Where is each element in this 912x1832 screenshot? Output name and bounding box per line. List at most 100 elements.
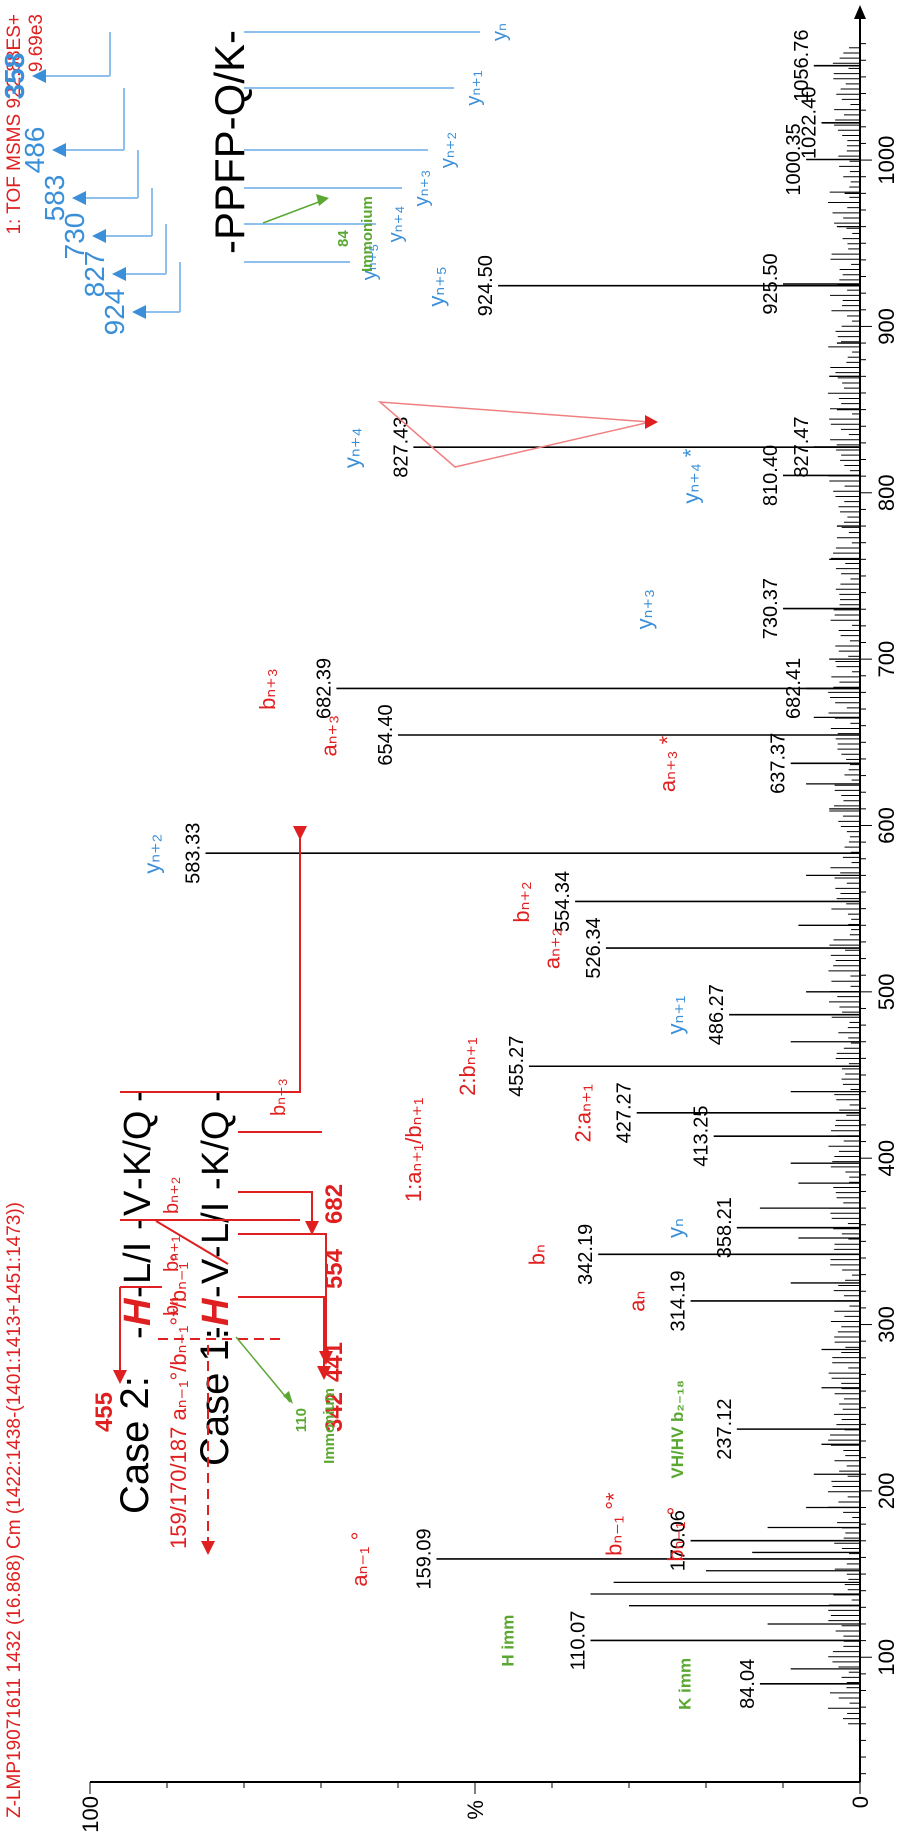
y-panel-immonium-value: 84 — [335, 230, 352, 247]
ion-annotation-label: yₙ — [663, 1218, 688, 1238]
ion-annotation-label: K imm — [676, 1658, 695, 1710]
arrow-441 — [319, 1351, 333, 1365]
case1-immonium-label: Immonium — [321, 1388, 338, 1464]
case1-immonium-arrowhead — [283, 1391, 293, 1404]
ion-annotations: K imm H imm aₙ₋₁ ° bₙ₋₁ °* bₙ₋₁ ° VH/HV b₂₋₁₈… — [139, 266, 703, 1709]
case2-bn1-label: bₙ₊₁ — [161, 1235, 183, 1272]
peak-labels: 84.04 110.07 159.09 170.06 237.12 314.19 342.1… — [183, 30, 821, 1709]
case1-immonium-arrow — [235, 1336, 291, 1403]
peak-mz-label: 654.40 — [375, 704, 397, 765]
peak-mz-label: 682.39 — [313, 658, 335, 719]
ion-annotation-label: aₙ — [624, 1291, 649, 1312]
seq2-dash-0: - — [117, 1326, 159, 1339]
x-tick-label: 600 — [874, 807, 899, 844]
ion-annotation-label: bₙ₊₂ — [509, 881, 534, 922]
seq1-res-1: V — [195, 1258, 237, 1284]
peak-mz-label: 682.41 — [783, 658, 805, 719]
scan-header: 1: TOF MSMS 922.88ES+ — [4, 14, 25, 235]
an1-bn1-triangle — [377, 401, 651, 468]
peak-mz-label: 583.33 — [183, 823, 205, 884]
case1-554-line — [238, 1191, 313, 1227]
peak-mz-label: 827.43 — [390, 417, 412, 478]
seq2-res-0: H — [117, 1297, 159, 1326]
seq2-res-3: K/Q — [117, 1111, 159, 1176]
ion-annotation-label: bₙ₊₃ — [255, 668, 280, 710]
ion-annotation-label: 2:aₙ₊₁ — [571, 1084, 596, 1142]
y-ion-value: 924 — [99, 289, 130, 336]
case2-bn3-label: bₙ₊₃ — [268, 1078, 290, 1116]
y-ion-label: yₙ₊₃ — [411, 170, 433, 207]
y-panel-immonium-arrow — [262, 199, 325, 224]
x-tick-label: 700 — [874, 641, 899, 678]
case1-immonium-value: 110 — [293, 1408, 310, 1432]
ion-annotation-label: H imm — [499, 1615, 518, 1667]
x-tick-label: 900 — [874, 308, 899, 345]
seq1-dash-1: - — [195, 1285, 237, 1298]
peak-mz-label: 1022.40 — [799, 87, 821, 159]
peak-mz-label: 159.09 — [414, 1528, 436, 1589]
ion-annotation-label: yₙ₊₄ * — [678, 448, 703, 503]
x-tick-label: 200 — [874, 1473, 899, 1510]
seq1-res-3: K/Q — [195, 1111, 237, 1176]
ion-annotation-label: yₙ₊₅ — [424, 266, 449, 306]
arrow-554 — [305, 1221, 319, 1235]
peak-mz-label: 486.27 — [706, 984, 728, 1045]
case1-label: Case 1: — [193, 1328, 237, 1466]
case2-crossline — [155, 1220, 229, 1265]
ion-annotation-label: bₙ₋₁ ° — [663, 1507, 688, 1562]
peak-mz-label: 637.37 — [768, 733, 790, 794]
peak-mz-label: 554.34 — [552, 871, 574, 932]
peaks — [205, 64, 860, 1685]
case2-554-value: 554 — [321, 1248, 348, 1289]
y-ion-label: yₙ — [489, 23, 511, 41]
x-axis-arrowhead — [854, 5, 866, 19]
ion-annotation-label: aₙ₊₂ — [540, 928, 565, 969]
case1-sequence: - H - V - L/I - K/Q - — [195, 1089, 237, 1339]
seq1-dash-0: - — [195, 1326, 237, 1339]
y-panel-immonium-label: Immonium — [359, 196, 376, 272]
y-axis-label: % — [463, 1800, 488, 1820]
peak-mz-label: 810.40 — [760, 445, 782, 506]
y-ion-value: 358 — [0, 53, 30, 100]
ion-annotation-label: 2:bₙ₊₁ — [455, 1037, 480, 1095]
case2-bn3-line — [120, 832, 301, 1093]
arrow-455 — [113, 1370, 127, 1384]
peak-mz-label: 237.12 — [714, 1399, 736, 1460]
minor-peaks — [590, 47, 860, 1725]
sample-header: Z-LMP19071611 1432 (16.868) Cm (1422:143… — [4, 1202, 25, 1818]
arrow-682 — [293, 826, 307, 840]
seq2-res-1: L/I — [117, 1242, 159, 1284]
x-axis-label: m/z — [848, 0, 873, 1]
peak-mz-label: 1056.76 — [791, 30, 813, 102]
y-panel-lines: 924 yₙ₊₅ 827 yₙ₊₄ 730 yₙ₊₃ 583 yₙ₊₂ 486 yₙ₊₁ 358 yₙ — [0, 23, 511, 335]
peak-mz-label: 827.47 — [791, 416, 813, 477]
y-panel-immonium-arrowhead — [316, 194, 329, 206]
y-ion-arrowhead — [72, 191, 86, 205]
y-ion-arrowhead — [52, 143, 66, 157]
intensity-header: 9.69e3 — [26, 14, 47, 72]
ion-annotation-label: aₙ₊₃ * — [655, 735, 680, 792]
y-ion-value: 486 — [19, 127, 50, 174]
ion-annotation-label: bₙ — [524, 1244, 549, 1265]
y-ion-label: yₙ₊₂ — [437, 132, 459, 168]
case1-fragment-lines — [238, 1131, 327, 1372]
case2-bn-label: bₙ — [161, 1297, 183, 1316]
case1-342-value: 342 — [321, 1392, 348, 1432]
seq2-dash-1: - — [117, 1285, 159, 1298]
ion-annotation-label: aₙ₊₃ — [316, 715, 341, 757]
peak-mz-label: 170.06 — [668, 1510, 690, 1571]
y-ion-arrowhead — [92, 229, 106, 243]
case2-label: Case 2: — [113, 1376, 157, 1514]
ion-annotation-label: yₙ₊₂ — [139, 834, 164, 874]
y-ion-value: 730 — [59, 213, 90, 260]
peak-mz-label: 413.25 — [691, 1106, 713, 1167]
peak-mz-label: 84.04 — [737, 1659, 759, 1709]
case1-441-value: 441 — [321, 1342, 348, 1382]
peak-mz-label: 925.50 — [760, 253, 782, 314]
peak-mz-label: 1000.35 — [783, 123, 805, 195]
seq1-dash-3: - — [195, 1177, 237, 1190]
y-panel-sequence: -PPFP-Q/K- — [206, 30, 253, 254]
case1-342-line — [238, 1296, 325, 1372]
